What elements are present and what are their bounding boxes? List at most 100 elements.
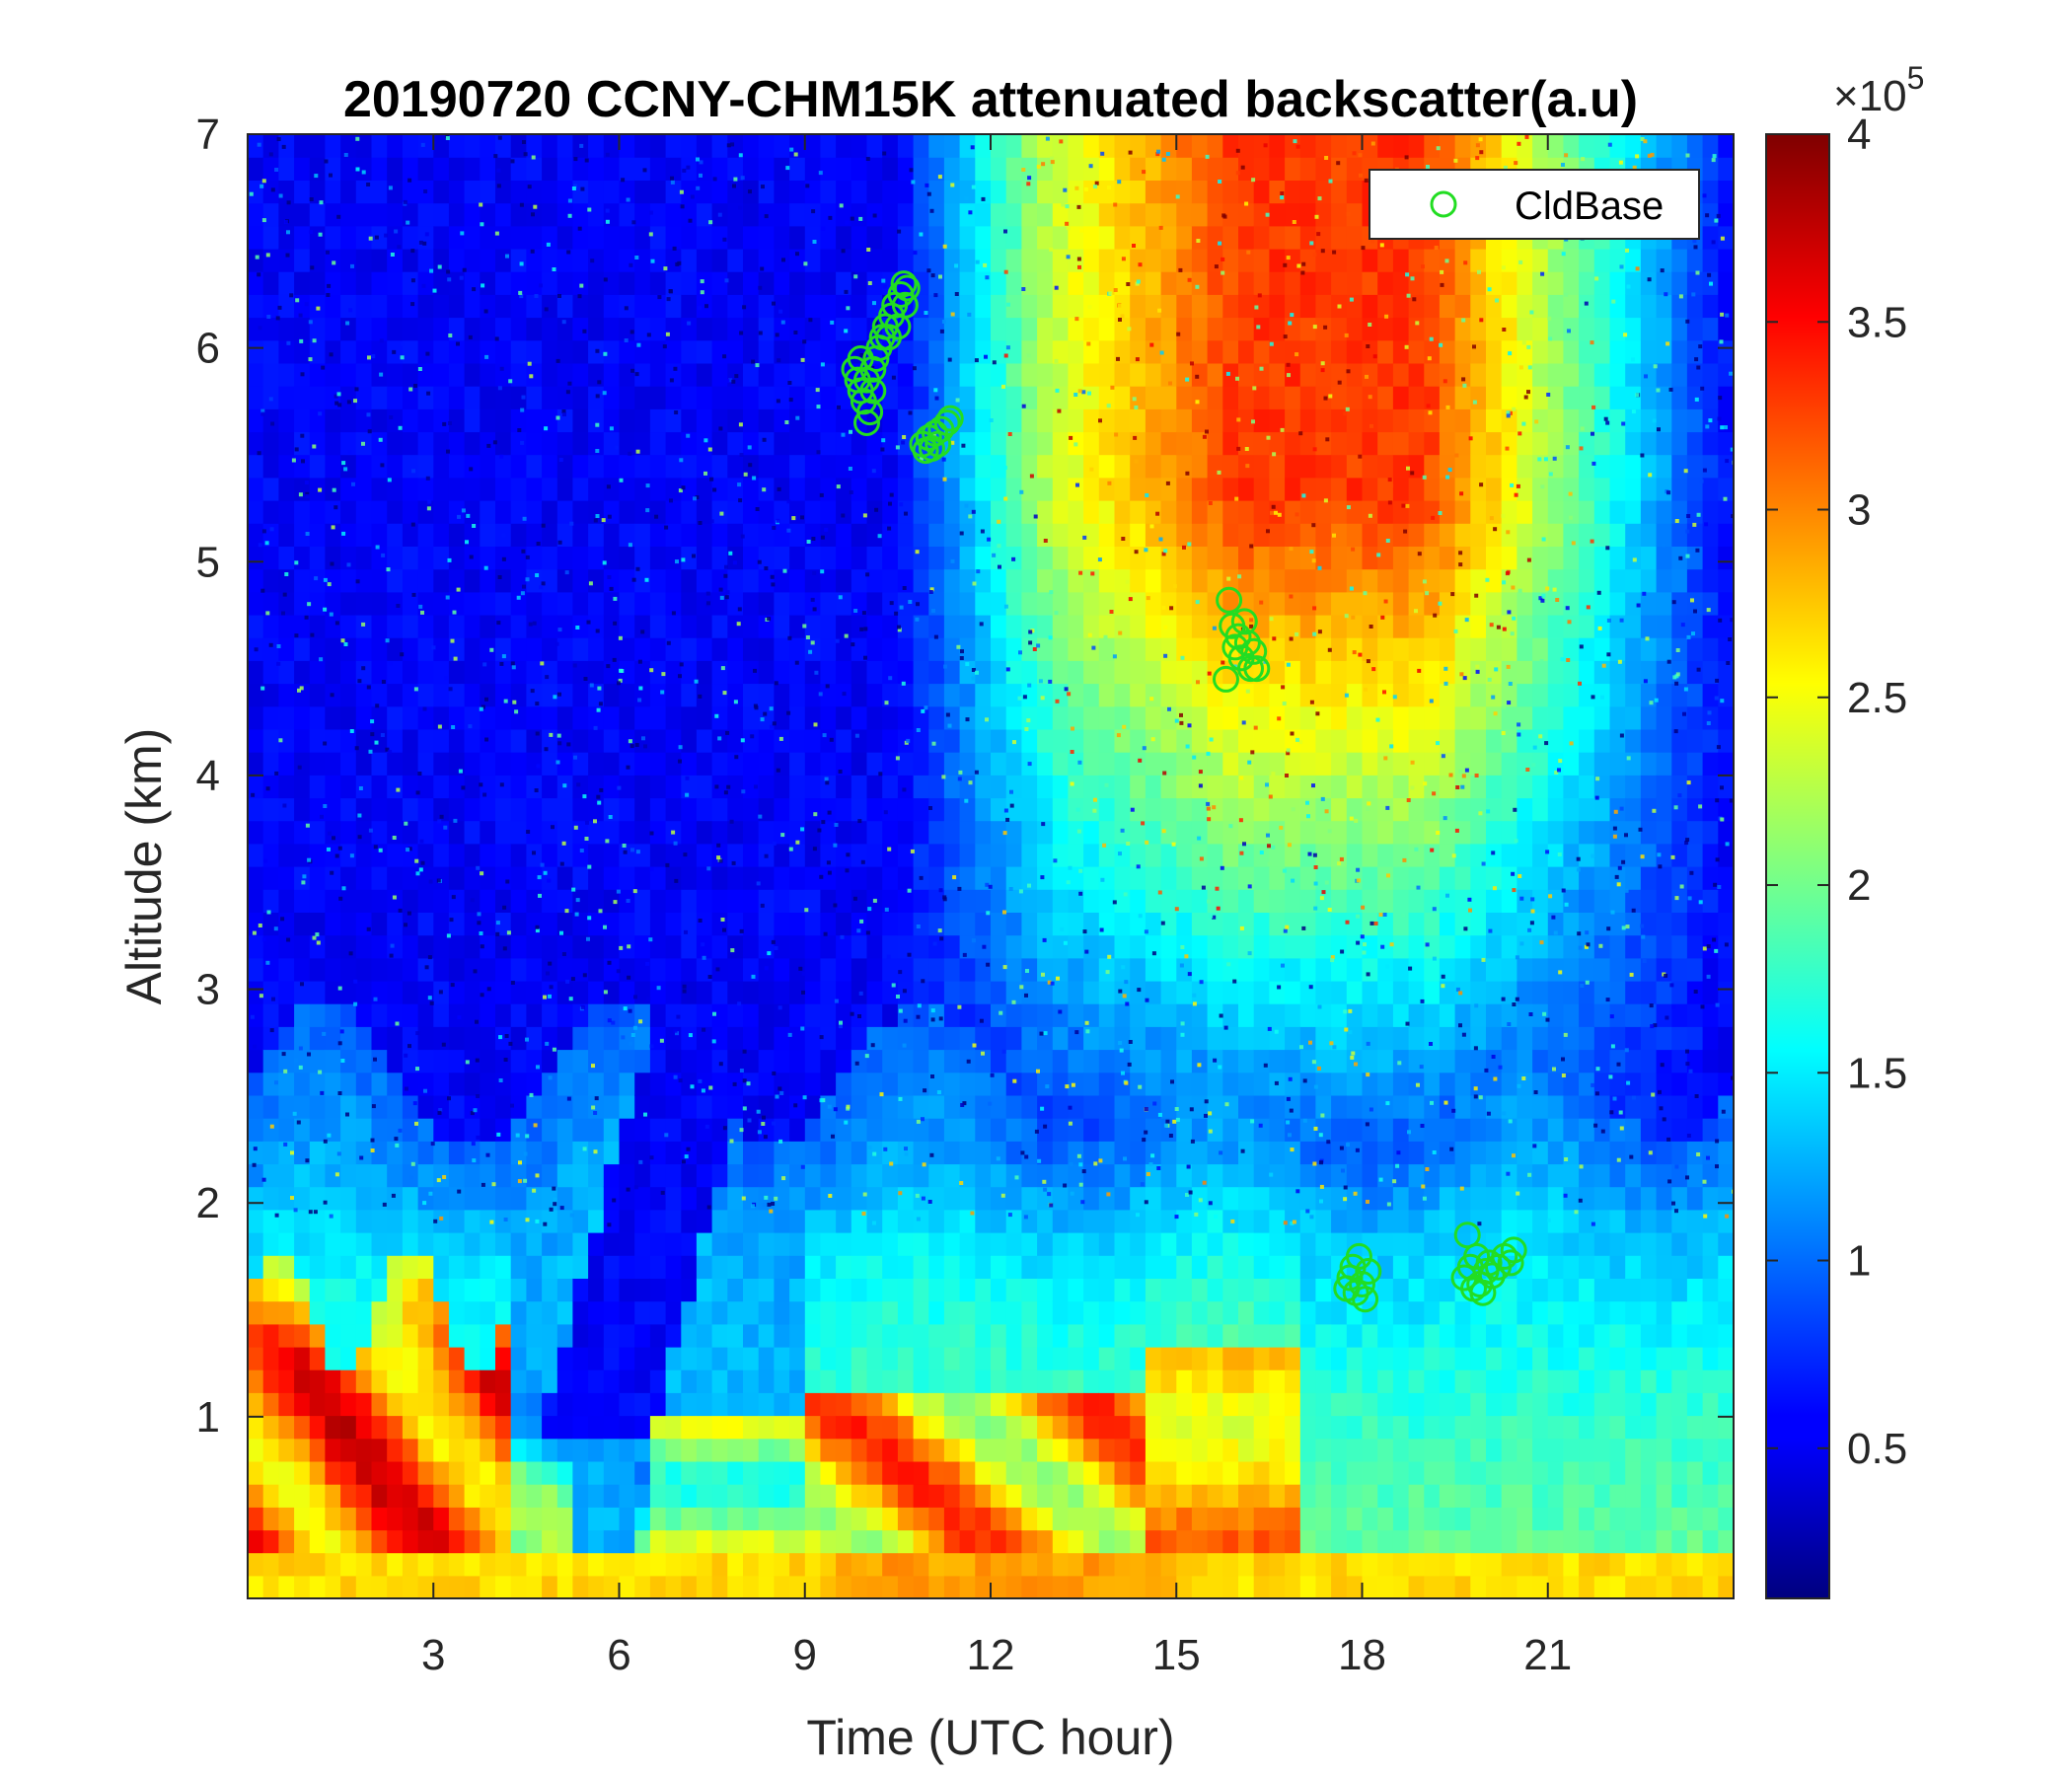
heatmap-cell — [681, 912, 698, 936]
heatmap-cell — [1299, 202, 1317, 227]
heatmap-cell — [1408, 1369, 1425, 1393]
heatmap-cell — [851, 728, 868, 753]
heatmap-cell — [1176, 500, 1193, 524]
heatmap-cell — [448, 1094, 466, 1119]
heatmap-cell — [417, 1209, 434, 1233]
heatmap-cell — [1439, 934, 1456, 959]
heatmap-cell — [355, 1003, 373, 1027]
heatmap-cell — [1191, 1575, 1209, 1598]
heatmap-cell — [1052, 1346, 1070, 1370]
heatmap-cell — [681, 1507, 698, 1531]
heatmap-cell — [1408, 1003, 1425, 1027]
heatmap-cell — [913, 546, 929, 570]
heatmap-cell — [262, 339, 279, 364]
heatmap-cell — [572, 362, 589, 387]
heatmap-cell — [1377, 683, 1394, 707]
heatmap-cell — [1424, 408, 1441, 433]
heatmap-cell — [1299, 546, 1317, 570]
heatmap-cell — [928, 339, 945, 364]
heatmap-cell — [262, 1232, 279, 1256]
heatmap-cell — [572, 591, 589, 616]
heatmap-cell — [836, 477, 852, 501]
heatmap-cell — [402, 1415, 419, 1440]
heatmap-cell — [1083, 454, 1100, 479]
heatmap-cell — [387, 957, 404, 982]
heatmap-cell — [1207, 157, 1223, 181]
heatmap-cell — [1005, 431, 1022, 456]
heatmap-cell — [480, 1507, 496, 1531]
heatmap-cell — [1408, 797, 1425, 822]
heatmap-cell — [325, 1415, 341, 1440]
heatmap-cell — [866, 934, 883, 959]
heatmap-cell — [387, 728, 404, 753]
heatmap-cell — [975, 1507, 992, 1531]
heatmap-cell — [1346, 820, 1364, 845]
heatmap-cell — [1160, 1484, 1177, 1508]
heatmap-cell — [943, 1323, 961, 1348]
heatmap-cell — [340, 1346, 357, 1370]
heatmap-cell — [681, 1346, 698, 1370]
heatmap-cell — [975, 980, 992, 1004]
heatmap-cell — [1331, 134, 1348, 158]
heatmap-cell — [1005, 454, 1022, 479]
heatmap-cell — [1021, 362, 1038, 387]
heatmap-cell — [1005, 568, 1022, 593]
heatmap-cell — [371, 1118, 388, 1142]
heatmap-cell — [820, 180, 837, 204]
heatmap-cell — [1346, 752, 1364, 776]
heatmap-cell — [975, 775, 992, 799]
heatmap-cell — [325, 660, 341, 685]
heatmap-cell — [665, 912, 682, 936]
heatmap-cell — [1222, 202, 1239, 227]
heatmap-cell — [248, 157, 264, 181]
heatmap-cell — [309, 1141, 327, 1165]
heatmap-cell — [1299, 1094, 1317, 1119]
heatmap-cell — [340, 225, 357, 250]
heatmap-cell — [1021, 1094, 1038, 1119]
heatmap-cell — [1021, 294, 1038, 319]
heatmap-cell — [696, 912, 713, 936]
heatmap-cell — [959, 683, 976, 707]
heatmap-cell — [309, 705, 327, 730]
heatmap-cell — [1207, 1255, 1223, 1279]
heatmap-cell — [262, 1369, 279, 1393]
heatmap-cell — [1160, 1278, 1177, 1302]
heatmap-cell — [1160, 957, 1177, 982]
heatmap-cell — [959, 1118, 976, 1142]
heatmap-cell — [649, 614, 667, 638]
heatmap-cell — [789, 408, 806, 433]
heatmap-cell — [913, 728, 929, 753]
heatmap-cell — [526, 728, 543, 753]
heatmap-cell — [325, 591, 341, 616]
heatmap-cell — [928, 1507, 945, 1531]
heatmap-cell — [681, 1323, 698, 1348]
heatmap-cell — [1005, 1575, 1022, 1598]
heatmap-cell — [634, 866, 651, 890]
heatmap-cell — [278, 1529, 295, 1554]
heatmap-cell — [495, 1529, 512, 1554]
heatmap-cell — [1098, 546, 1116, 570]
heatmap-cell — [851, 797, 868, 822]
heatmap-cell — [325, 820, 341, 845]
heatmap-cell — [1331, 1300, 1348, 1325]
heatmap-cell — [1392, 408, 1410, 433]
heatmap-cell — [1222, 866, 1239, 890]
heatmap-cell — [1052, 728, 1070, 753]
heatmap-cell — [402, 271, 419, 295]
heatmap-cell — [789, 294, 806, 319]
heatmap-cell — [975, 180, 992, 204]
heatmap-cell — [1315, 1026, 1332, 1051]
heatmap-cell — [526, 866, 543, 890]
heatmap-cell — [913, 889, 929, 913]
heatmap-cell — [836, 1186, 852, 1211]
heatmap-cell — [634, 820, 651, 845]
heatmap-cell — [1160, 1255, 1177, 1279]
heatmap-cell — [1346, 1072, 1364, 1096]
heatmap-cell — [1083, 1232, 1100, 1256]
heatmap-cell — [572, 523, 589, 547]
heatmap-cell — [1222, 957, 1239, 982]
heatmap-cell — [851, 180, 868, 204]
heatmap-cell — [542, 477, 558, 501]
heatmap-cell — [634, 591, 651, 616]
heatmap-cell — [495, 728, 512, 753]
